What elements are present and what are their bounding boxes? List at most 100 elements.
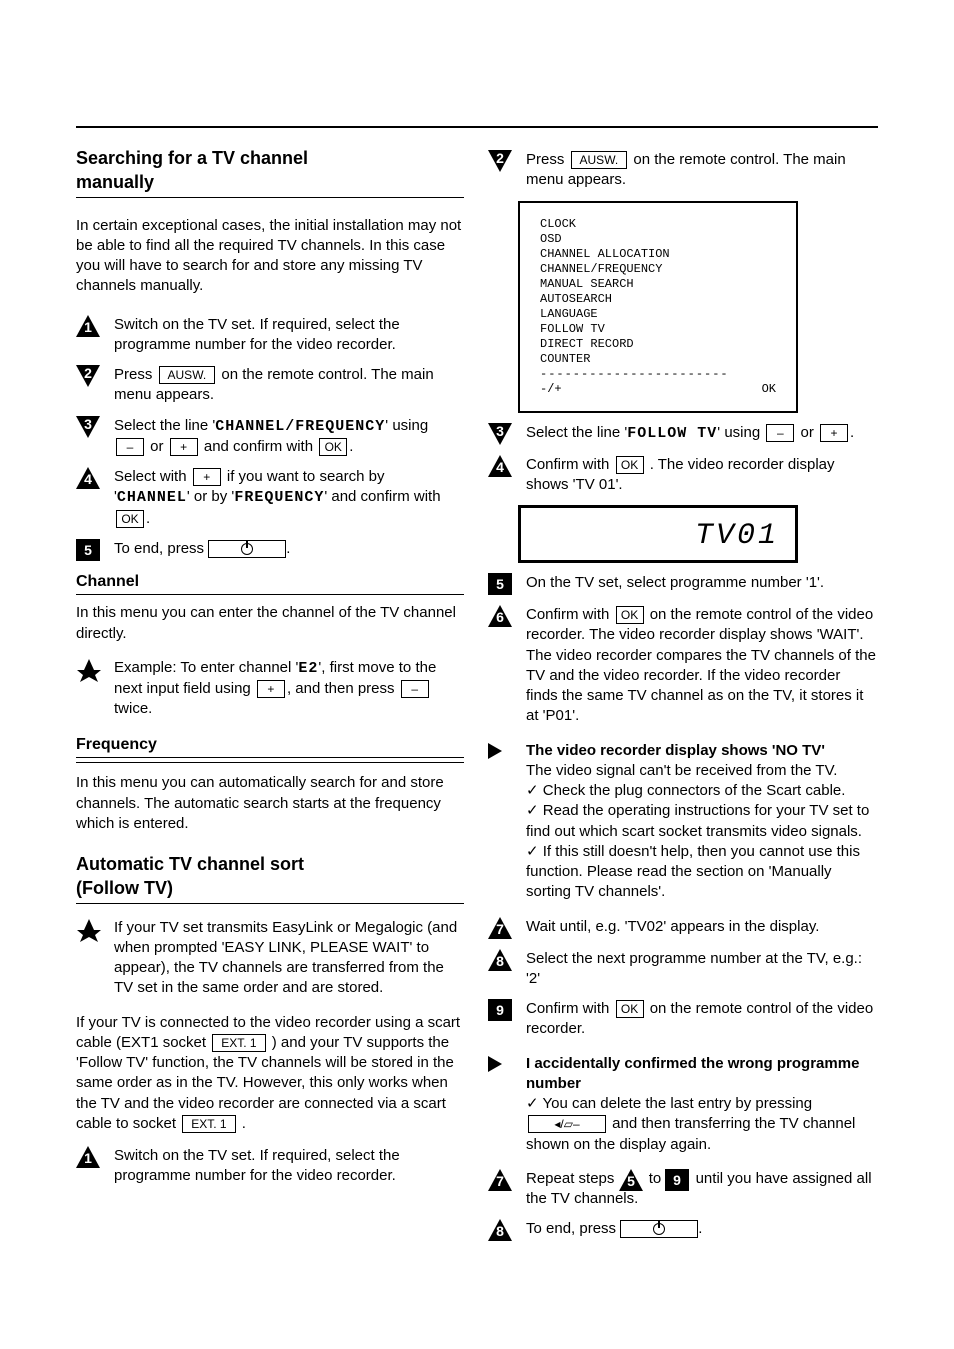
plus-button[interactable]: + [193, 468, 221, 486]
t: To end, press [114, 540, 204, 557]
ok-button[interactable]: OK [616, 1000, 644, 1018]
t: If this still doesn't help, then you can… [526, 843, 860, 901]
step-text: Confirm with OK on the remote control of… [526, 605, 876, 727]
plus-button[interactable]: + [170, 438, 198, 456]
step-text: Confirm with OK on the remote control of… [526, 999, 876, 1040]
svg-text:2: 2 [84, 365, 92, 381]
ft-step-9: 9 Confirm with OK on the remote control … [488, 999, 876, 1040]
t: Automatic TV channel sort [76, 854, 304, 874]
ft-step-7: 7 Wait until, e.g. 'TV02' appears in the… [488, 917, 876, 939]
step-text: Select the next programme number at the … [526, 949, 876, 990]
ext1-button[interactable]: EXT. 1 [212, 1034, 265, 1052]
ausw-button[interactable]: AUSW. [159, 366, 216, 384]
ft-step-3: 3 Select the line 'FOLLOW TV' using – or… [488, 423, 876, 445]
heading-auto-sort: Automatic TV channel sort (Follow TV) [76, 852, 464, 904]
step-1: 1 Switch on the TV set. If required, sel… [76, 315, 464, 356]
step-5-text: To end, press . [114, 539, 464, 561]
heading-line2: manually [76, 172, 154, 192]
t: The video signal can't be received from … [526, 762, 837, 779]
wrong-number-note: I accidentally confirmed the wrong progr… [488, 1054, 876, 1155]
ok-button[interactable]: OK [616, 606, 644, 624]
step-4-text: Select with + if you want to search by '… [114, 467, 464, 529]
svg-text:9: 9 [674, 1172, 682, 1188]
step-1-text: Switch on the TV set. If required, selec… [114, 315, 464, 356]
step-4-icon: 4 [76, 467, 100, 489]
standby-button[interactable] [208, 540, 286, 558]
t: or [150, 438, 163, 455]
menu-item: OSD [540, 232, 776, 247]
ausw-button[interactable]: AUSW. [571, 151, 628, 169]
tip-icon [76, 658, 104, 720]
svg-text:1: 1 [84, 319, 92, 335]
svg-text:2: 2 [496, 150, 504, 166]
minus-button[interactable]: – [766, 424, 794, 442]
step-8-icon: 8 [488, 949, 512, 971]
svg-text:5: 5 [84, 542, 92, 558]
step-2-text: Press AUSW. on the remote control. The m… [114, 365, 464, 406]
menu-item: FOLLOW TV [540, 322, 776, 337]
svg-text:8: 8 [496, 953, 504, 969]
ok-button[interactable]: OK [616, 456, 644, 474]
step-text: On the TV set, select programme number '… [526, 573, 876, 595]
step-text: Repeat steps 5 to 9 until you have assig… [526, 1169, 876, 1210]
svg-text:9: 9 [496, 1002, 504, 1018]
standby-button[interactable] [620, 1220, 698, 1238]
rule [76, 762, 464, 763]
t: (Follow TV) [76, 878, 173, 898]
menu-ok: OK [762, 382, 776, 397]
t: You can delete the last entry by pressin… [542, 1095, 812, 1112]
minus-button[interactable]: – [116, 438, 144, 456]
menu-divider: ----------------------- [540, 367, 776, 382]
t: Example: To enter channel ' [114, 659, 298, 676]
section-heading: Searching for a TV channel manually [76, 146, 464, 198]
example-text: Example: To enter channel 'E2', first mo… [114, 658, 464, 720]
vcr-display: TV01 [518, 505, 798, 563]
left-column: Searching for a TV channel manually In c… [76, 140, 464, 1197]
ref-9-icon: 9 [665, 1169, 685, 1187]
ft-step-6: 6 Confirm with OK on the remote control … [488, 605, 876, 727]
t: ' using [717, 424, 760, 441]
step-1-icon: 1 [76, 1146, 100, 1168]
step-9-icon: 9 [488, 999, 512, 1021]
clear-button[interactable]: ◂/▱– [528, 1115, 606, 1133]
t: Select the line ' [114, 417, 215, 434]
t: FOLLOW TV [627, 425, 717, 442]
t: Confirm with [526, 1000, 609, 1017]
t: on the remote control of the video recor… [526, 606, 876, 724]
t: Read the operating instructions for your… [526, 802, 869, 839]
t: ' using [385, 417, 428, 434]
menu-items: CLOCKOSDCHANNEL ALLOCATIONCHANNEL/FREQUE… [540, 217, 776, 367]
minus-button[interactable]: – [401, 680, 429, 698]
t: Select with [114, 468, 187, 485]
menu-footer: -/+ OK [540, 382, 776, 397]
svg-text:4: 4 [84, 471, 92, 487]
svg-text:3: 3 [84, 416, 92, 432]
plus-button[interactable]: + [820, 424, 848, 442]
osd-menu: CLOCKOSDCHANNEL ALLOCATIONCHANNEL/FREQUE… [518, 201, 798, 413]
channel-para: In this menu you can enter the channel o… [76, 603, 464, 644]
ok-button[interactable]: OK [319, 438, 347, 456]
ext1-button[interactable]: EXT. 1 [182, 1115, 235, 1133]
step-1-icon: 1 [76, 315, 100, 337]
menu-item: MANUAL SEARCH [540, 277, 776, 292]
ft-step-4: 4 Confirm with OK . The video recorder d… [488, 455, 876, 496]
t: CHANNEL/FREQUENCY [215, 418, 385, 435]
note-text: I accidentally confirmed the wrong progr… [526, 1054, 876, 1155]
step-3-icon: 3 [76, 416, 100, 438]
svg-text:4: 4 [496, 459, 504, 475]
menu-item: AUTOSEARCH [540, 292, 776, 307]
plus-button[interactable]: + [257, 680, 285, 698]
menu-item: CHANNEL/FREQUENCY [540, 262, 776, 277]
step-4: 4 Select with + if you want to search by… [76, 467, 464, 529]
t: and confirm with [204, 438, 313, 455]
ok-button[interactable]: OK [116, 510, 144, 528]
step-7-icon: 7 [488, 917, 512, 939]
t: to [649, 1170, 662, 1187]
svg-text:7: 7 [496, 921, 504, 937]
t: ' and confirm with [324, 488, 440, 505]
step-text: To end, press . [526, 1219, 876, 1241]
step-text: Confirm with OK . The video recorder dis… [526, 455, 876, 496]
step-text: Switch on the TV set. If required, selec… [114, 1146, 464, 1187]
follow-tv-para: If your TV is connected to the video rec… [76, 1013, 464, 1135]
t: Repeat steps [526, 1170, 614, 1187]
